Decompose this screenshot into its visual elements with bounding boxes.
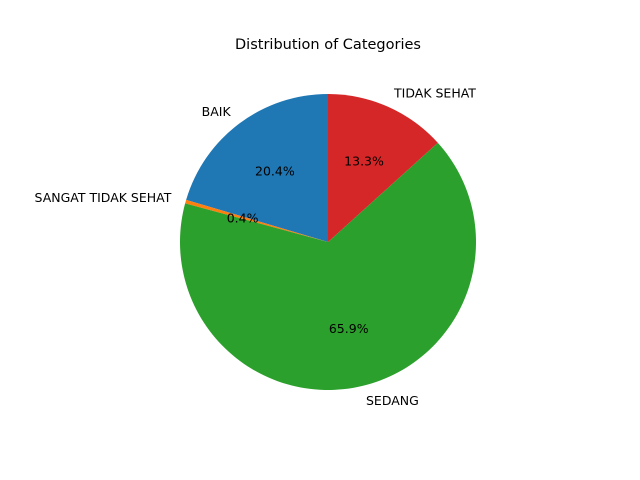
pie-labels: BAIK 20.4% SANGAT TIDAK SEHAT 0.4% SEDANG 65.…	[35, 86, 477, 408]
slice-percent-baik: 20.4%	[255, 163, 295, 178]
slice-label-sedang: SEDANG	[366, 393, 419, 408]
slice-percent-tidak-sehat: 13.3%	[344, 153, 384, 168]
slice-label-tidak-sehat: TIDAK SEHAT	[393, 86, 476, 101]
slice-label-sangat-tidak-sehat: SANGAT TIDAK SEHAT	[35, 190, 172, 205]
pie-slice-sedang	[180, 142, 477, 391]
pie-slice-tidak-sehat	[328, 94, 438, 242]
pie-slices	[180, 94, 477, 391]
pie-slice-sangat-tidak-sehat	[185, 199, 328, 242]
slice-label-baik: BAIK	[202, 104, 232, 119]
slice-percent-sangat-tidak-sehat: 0.4%	[227, 210, 259, 225]
slice-percent-sedang: 65.9%	[329, 321, 369, 336]
pie-slice-baik	[186, 94, 328, 242]
chart-title: Distribution of Categories	[235, 37, 421, 53]
